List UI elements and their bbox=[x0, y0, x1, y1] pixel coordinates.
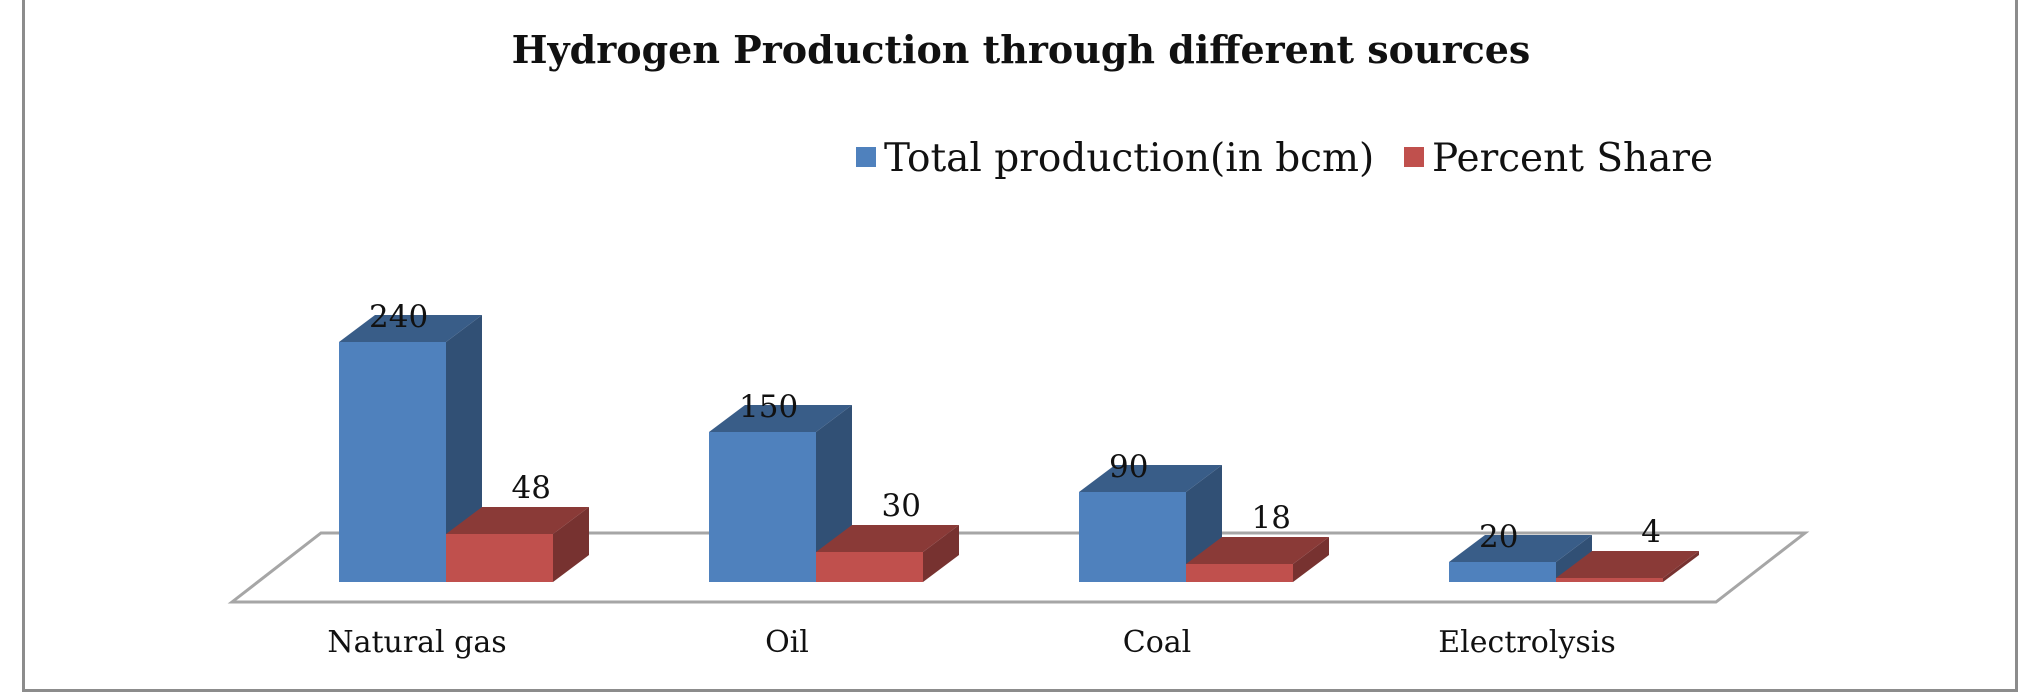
bar-total-production-1-top bbox=[709, 405, 852, 432]
data-label-total-production-0: 240 bbox=[369, 299, 428, 335]
category-label-3: Electrolysis bbox=[1438, 625, 1615, 660]
bar-percent-share-1-top bbox=[816, 525, 959, 552]
legend-swatch-series-0 bbox=[856, 147, 876, 167]
bar-percent-share-2-front bbox=[1186, 564, 1293, 582]
category-labels-group: Natural gas Oil Coal Electrolysis bbox=[327, 625, 1615, 660]
bar-total-production-2-front bbox=[1079, 492, 1186, 582]
bars-group bbox=[339, 315, 1699, 582]
category-label-2: Coal bbox=[1123, 625, 1192, 660]
bar-percent-share-1 bbox=[816, 525, 959, 582]
category-label-1: Oil bbox=[765, 625, 809, 660]
bar-total-production-2 bbox=[1079, 465, 1222, 582]
bar-total-production-0-front bbox=[339, 342, 446, 582]
legend: Total production(in bcm) Percent Share bbox=[856, 136, 1713, 181]
bar-total-production-3-side bbox=[1556, 535, 1592, 582]
bar-total-production-3-front bbox=[1449, 562, 1556, 582]
chart-title: Hydrogen Production through different so… bbox=[512, 27, 1531, 72]
bar-percent-share-0-front bbox=[446, 534, 553, 582]
bar-percent-share-2 bbox=[1186, 537, 1329, 582]
data-label-total-production-3: 20 bbox=[1479, 519, 1518, 555]
data-label-total-production-2: 90 bbox=[1109, 449, 1148, 485]
bar-percent-share-0-top bbox=[446, 507, 589, 534]
bar-total-production-2-top bbox=[1079, 465, 1222, 492]
value-labels-group: 240 48 150 30 90 18 20 4 bbox=[369, 299, 1661, 555]
bar-total-production-1-front bbox=[709, 432, 816, 582]
data-label-percent-share-0: 48 bbox=[512, 470, 551, 506]
bar-total-production-0-top bbox=[339, 315, 482, 342]
chart-frame bbox=[22, 0, 2018, 692]
bar-total-production-3-top bbox=[1449, 535, 1592, 562]
data-label-percent-share-3: 4 bbox=[1641, 514, 1661, 550]
bar-total-production-3 bbox=[1449, 535, 1592, 582]
bar-percent-share-3-top bbox=[1556, 551, 1699, 578]
bar-percent-share-1-front bbox=[816, 552, 923, 582]
bar-percent-share-1-side bbox=[923, 525, 959, 582]
bar-percent-share-2-top bbox=[1186, 537, 1329, 564]
chart-floor bbox=[227, 531, 1810, 604]
data-label-percent-share-1: 30 bbox=[882, 488, 921, 524]
bar-percent-share-3-side bbox=[1663, 551, 1699, 582]
data-label-total-production-1: 150 bbox=[739, 389, 798, 425]
bar-percent-share-0 bbox=[446, 507, 589, 582]
legend-label-series-1: Percent Share bbox=[1432, 136, 1713, 181]
bar-total-production-1 bbox=[709, 405, 852, 582]
data-label-percent-share-2: 18 bbox=[1252, 500, 1291, 536]
bar-percent-share-0-side bbox=[553, 507, 589, 582]
bar-percent-share-2-side bbox=[1293, 537, 1329, 582]
legend-label-series-0: Total production(in bcm) bbox=[884, 136, 1374, 181]
category-label-0: Natural gas bbox=[327, 625, 506, 660]
legend-swatch-series-1 bbox=[1404, 147, 1424, 167]
bar-percent-share-3-front bbox=[1556, 578, 1663, 582]
bar-percent-share-3 bbox=[1556, 551, 1699, 582]
